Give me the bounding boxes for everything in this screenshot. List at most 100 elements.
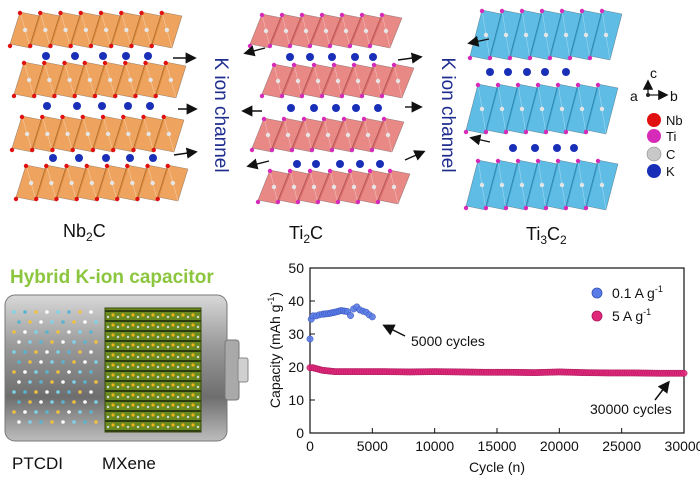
ptcdi-atom — [56, 410, 60, 414]
metal-atom — [68, 43, 73, 49]
metal-atom — [495, 82, 501, 88]
metal-atom — [499, 8, 505, 14]
metal-atom — [84, 163, 89, 169]
c-atom — [483, 32, 489, 38]
ptcdi-atom — [39, 340, 43, 344]
metal-atom — [60, 114, 65, 120]
c-atom — [311, 184, 317, 190]
metal-atom — [327, 168, 333, 174]
ptcdi-atom — [78, 330, 82, 334]
c-atom — [47, 77, 52, 83]
c-atom — [105, 131, 111, 137]
metal-atom — [369, 147, 375, 153]
atom-legend-c: C — [666, 147, 675, 162]
c-atom — [365, 132, 371, 138]
ptcdi-atom — [72, 360, 76, 364]
metal-atom — [125, 163, 130, 169]
ptcdi-label: PTCDI — [12, 454, 63, 473]
x-tick-label: 20000 — [540, 438, 579, 454]
ptcdi-atom — [89, 370, 93, 374]
metal-atom — [133, 93, 138, 99]
ptcdi-atom — [12, 310, 16, 314]
y-tick-label: 50 — [288, 260, 304, 276]
c-atom — [579, 106, 585, 112]
metal-atom — [563, 129, 569, 135]
metal-atom — [149, 43, 154, 49]
metal-atom — [475, 82, 481, 88]
k-atom — [312, 160, 320, 168]
metal-atom — [141, 114, 146, 120]
c-atom — [375, 78, 381, 84]
ptcdi-atom — [39, 420, 43, 424]
c-atom — [583, 32, 589, 38]
legend-high-rate: 5 A g-1 — [612, 307, 651, 324]
ti2c-label: Ti2C — [289, 223, 323, 246]
c-atom — [148, 77, 153, 83]
ptcdi-atom — [28, 320, 32, 324]
metal-atom — [58, 10, 63, 16]
ptcdi-atom — [61, 380, 65, 384]
metal-atom — [367, 168, 373, 174]
ptcdi-atom — [34, 310, 38, 314]
ptcdi-atom — [45, 370, 49, 374]
ptcdi-atom — [28, 360, 32, 364]
metal-atom — [595, 158, 601, 164]
c-atom — [343, 28, 349, 34]
metal-atom — [249, 147, 255, 153]
ptcdi-atom — [94, 340, 98, 344]
k-atom — [293, 160, 301, 168]
c-atom — [383, 28, 389, 34]
ptcdi-atom — [39, 320, 43, 324]
c-atom — [26, 77, 32, 83]
k-ion-channel-label-right: K ion channel — [437, 57, 458, 172]
metal-atom — [9, 147, 15, 153]
capacity-chart: 0 10 20 30 40 50 0 5000 10000 15000 20000 25000 300… — [266, 260, 700, 475]
c-atom — [67, 77, 72, 83]
metal-atom — [341, 116, 347, 122]
ptcdi-atom — [94, 360, 98, 364]
data-point-low-rate — [347, 312, 354, 319]
ptcdi-atom — [12, 370, 16, 374]
ti2c-structure — [247, 12, 415, 205]
ptcdi-atom — [78, 410, 82, 414]
ptcdi-atom — [72, 420, 76, 424]
metal-atom — [299, 12, 305, 18]
c-atom — [144, 27, 149, 33]
ptcdi-atom — [67, 390, 71, 394]
metal-atom — [78, 10, 83, 16]
y-axis-ticks: 0 10 20 30 40 50 — [288, 260, 315, 441]
ptcdi-atom — [56, 330, 60, 334]
k-atom — [332, 104, 340, 112]
ptcdi-atom — [89, 350, 93, 354]
metal-atom — [339, 93, 345, 99]
data-point-low-rate — [306, 335, 314, 343]
c-atom — [263, 28, 269, 34]
mxene-electrode — [104, 307, 202, 433]
ptcdi-atom — [61, 320, 65, 324]
metal-atom — [98, 10, 104, 16]
ptcdi-atom — [12, 350, 16, 354]
metal-atom — [153, 93, 158, 99]
ptcdi-atom — [78, 370, 82, 374]
c-atom — [315, 78, 321, 84]
data-point-low-rate — [368, 313, 376, 321]
ptcdi-atom — [67, 370, 71, 374]
metal-atom — [279, 93, 285, 99]
metal-atom — [34, 196, 39, 202]
c-atom — [285, 132, 291, 138]
ptcdi-atom — [23, 370, 27, 374]
ptcdi-atom — [72, 400, 76, 404]
metal-atom — [100, 114, 106, 120]
k-atom — [124, 102, 132, 110]
metal-atom — [165, 163, 170, 169]
k-atom — [49, 154, 57, 162]
c-atom — [519, 182, 525, 188]
ptcdi-atom — [34, 330, 38, 334]
ptcdi-atom — [67, 310, 71, 314]
metal-atom — [287, 168, 293, 174]
k-atom — [562, 68, 570, 76]
metal-atom — [583, 129, 589, 135]
metal-atom — [599, 8, 605, 14]
metal-atom — [38, 10, 43, 16]
